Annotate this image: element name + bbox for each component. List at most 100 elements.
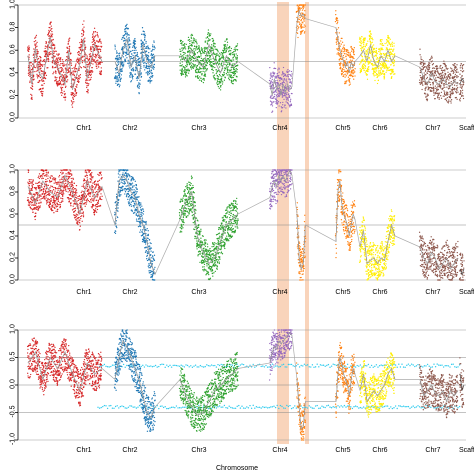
snp-point-chr5 bbox=[341, 70, 343, 72]
snp-point-chr7 bbox=[449, 97, 452, 99]
snp-point-chr3 bbox=[231, 77, 233, 79]
snp-point-chr1 bbox=[91, 41, 93, 43]
snp-point-chr5 bbox=[338, 42, 341, 44]
snp-point-chr6 bbox=[367, 40, 369, 42]
snp-point-chr2 bbox=[114, 48, 116, 50]
snp-point-chr6 bbox=[380, 67, 382, 69]
snp-point-chr4b bbox=[301, 12, 303, 14]
snp-point-chr4 bbox=[285, 107, 287, 109]
snp-point-chr6 bbox=[392, 62, 395, 65]
snp-point-chr1 bbox=[80, 200, 82, 203]
snp-point-chr4 bbox=[282, 79, 284, 81]
snp-point-chr1 bbox=[87, 89, 89, 91]
snp-point-chr3 bbox=[213, 48, 215, 50]
snp-point-chr1 bbox=[60, 169, 62, 171]
snp-point-chr7 bbox=[429, 81, 431, 84]
snp-point-chr7 bbox=[422, 60, 425, 62]
snp-point-chr2 bbox=[130, 50, 132, 52]
snp-point-chr6 bbox=[387, 60, 389, 62]
snp-point-chr1 bbox=[57, 187, 60, 189]
snp-point-chr3 bbox=[219, 52, 221, 54]
snp-point-chr1 bbox=[71, 173, 73, 175]
snp-point-chr2 bbox=[153, 48, 155, 51]
snp-point-chr2 bbox=[151, 50, 153, 52]
snp-point-chr4 bbox=[283, 106, 285, 108]
snp-point-chr3 bbox=[207, 33, 209, 35]
snp-point-chr1 bbox=[34, 198, 36, 200]
snp-point-chr3 bbox=[193, 50, 195, 52]
snp-point-chr7 bbox=[427, 70, 430, 72]
snp-point-chr3 bbox=[225, 48, 227, 50]
snp-point-chr7 bbox=[423, 75, 425, 77]
snp-point-chr1 bbox=[31, 201, 34, 203]
snp-point-chr5 bbox=[342, 63, 344, 65]
snp-point-chr2 bbox=[152, 53, 155, 56]
snp-point-chr1 bbox=[96, 208, 99, 211]
snp-point-chr7 bbox=[432, 81, 434, 83]
snp-point-chr6 bbox=[376, 57, 379, 59]
snp-point-chr5 bbox=[351, 71, 353, 73]
snp-point-chr6 bbox=[365, 44, 368, 46]
snp-point-chr1 bbox=[87, 63, 90, 65]
snp-point-chr2 bbox=[139, 79, 141, 81]
snp-point-chr1 bbox=[38, 196, 40, 198]
snp-point-chr3 bbox=[187, 60, 190, 62]
snp-point-chr3 bbox=[209, 60, 211, 63]
snp-point-chr1 bbox=[78, 229, 81, 231]
snp-point-chr7 bbox=[448, 79, 450, 81]
snp-point-chr1 bbox=[47, 44, 49, 46]
snp-point-chr6 bbox=[389, 43, 391, 45]
snp-point-chr3 bbox=[232, 53, 234, 56]
snp-point-chr2 bbox=[122, 65, 125, 67]
snp-point-chr1 bbox=[64, 74, 66, 76]
snp-point-chr3 bbox=[211, 68, 213, 71]
snp-point-chr3 bbox=[203, 49, 206, 51]
snp-point-chr3 bbox=[229, 76, 231, 78]
snp-point-chr4 bbox=[274, 67, 277, 70]
snp-point-chr3 bbox=[211, 61, 213, 63]
snp-point-chr3 bbox=[208, 32, 210, 35]
snp-point-chr5 bbox=[347, 76, 350, 78]
snp-point-chr1 bbox=[97, 173, 99, 176]
snp-point-chr1 bbox=[28, 179, 30, 181]
snp-point-chr2 bbox=[123, 61, 125, 63]
snp-point-chr1 bbox=[54, 202, 56, 205]
snp-point-chr7 bbox=[449, 87, 451, 89]
snp-point-chr5 bbox=[339, 54, 341, 56]
snp-point-chr2 bbox=[117, 60, 120, 63]
snp-point-scaffold00 bbox=[459, 79, 461, 82]
snp-point-chr2 bbox=[130, 71, 132, 74]
snp-point-chr4 bbox=[287, 99, 289, 101]
snp-point-chr1 bbox=[86, 66, 89, 68]
snp-point-chr3 bbox=[186, 54, 189, 56]
chromosome-label-chr5: Chr5 bbox=[335, 125, 350, 132]
snp-point-chr3 bbox=[195, 39, 197, 41]
snp-point-chr1 bbox=[47, 177, 49, 180]
snp-point-chr5 bbox=[349, 59, 352, 61]
snp-point-chr4 bbox=[274, 89, 277, 92]
snp-point-chr5 bbox=[350, 46, 352, 48]
snp-point-chr3 bbox=[228, 49, 230, 52]
snp-point-chr1 bbox=[56, 82, 58, 84]
snp-point-chr1 bbox=[72, 97, 74, 99]
snp-point-chr1 bbox=[94, 41, 96, 44]
snp-point-chr7 bbox=[440, 95, 442, 97]
snp-point-chr1 bbox=[74, 216, 77, 219]
snp-point-chr6 bbox=[364, 71, 366, 73]
snp-point-chr1 bbox=[50, 21, 52, 23]
snp-point-chr1 bbox=[29, 180, 31, 183]
snp-point-chr1 bbox=[29, 81, 31, 84]
snp-point-chr3 bbox=[203, 79, 205, 81]
snp-point-chr7 bbox=[428, 64, 430, 67]
snp-point-chr6 bbox=[391, 43, 393, 45]
snp-point-chr4 bbox=[269, 100, 272, 102]
snp-point-chr1 bbox=[75, 68, 78, 70]
snp-point-chr1 bbox=[40, 198, 42, 200]
snp-point-chr1 bbox=[73, 214, 76, 217]
snp-point-chr3 bbox=[204, 40, 206, 42]
snp-point-chr1 bbox=[70, 202, 72, 204]
snp-point-chr1 bbox=[81, 60, 83, 62]
snp-point-chr1 bbox=[74, 196, 77, 198]
snp-point-chr1 bbox=[71, 93, 73, 96]
snp-point-chr7 bbox=[441, 68, 443, 70]
